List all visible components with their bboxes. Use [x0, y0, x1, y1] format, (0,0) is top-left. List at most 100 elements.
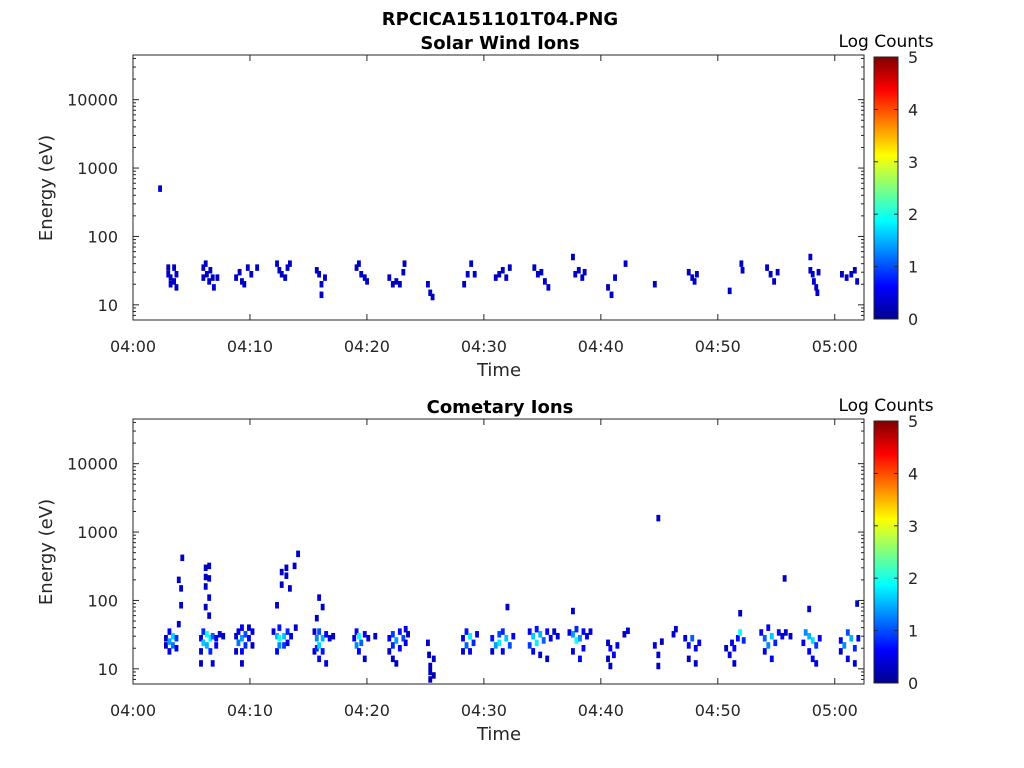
heatmap-cell: [462, 280, 467, 288]
heatmap-cell: [243, 631, 248, 638]
heatmap-cell: [511, 632, 516, 640]
heatmap-cell: [814, 284, 819, 291]
heatmap-cell: [500, 648, 505, 655]
x-tick-label: 04:30: [461, 337, 507, 356]
heatmap-cell: [428, 662, 433, 670]
heatmap-cell: [237, 268, 242, 276]
heatmap-cell: [204, 271, 209, 278]
heatmap-cell: [811, 278, 816, 285]
heatmap-cell: [207, 612, 212, 619]
heatmap-cell: [199, 635, 203, 642]
heatmap-cell: [814, 660, 819, 667]
heatmap-cell: [279, 271, 284, 278]
heatmap-cell: [545, 628, 550, 635]
heatmap-cell: [394, 660, 399, 667]
heatmap-cell: [312, 628, 317, 635]
heatmap-cell: [236, 639, 241, 647]
heatmap-cell: [686, 268, 691, 276]
heatmap-cell: [406, 631, 410, 638]
heatmap-cell: [430, 293, 435, 301]
heatmap-cell: [849, 635, 854, 642]
heatmap-cell: [527, 628, 532, 635]
heatmap-cell: [694, 271, 699, 278]
heatmap-cell: [320, 635, 325, 642]
heatmap-cell: [163, 635, 168, 642]
heatmap-cell: [656, 662, 661, 670]
heatmap-cell: [852, 644, 857, 652]
heatmap-cell: [320, 648, 325, 655]
heatmap-cell: [387, 648, 392, 655]
heatmap-cell: [431, 672, 436, 679]
heatmap-cell: [201, 639, 206, 647]
heatmap-cell: [739, 260, 744, 267]
heatmap-cell: [803, 629, 808, 636]
heatmap-cell: [693, 660, 698, 667]
heatmap-cell: [855, 600, 860, 607]
heatmap-cell: [807, 648, 812, 655]
heatmap-cell: [282, 632, 286, 640]
heatmap-cells: [163, 514, 861, 683]
heatmap-cell: [207, 575, 212, 582]
x-tick-label: 04:00: [110, 701, 156, 720]
heatmap-cell: [284, 572, 289, 579]
y-axis-label: Energy (eV): [36, 499, 57, 605]
heatmap-cell: [738, 609, 743, 617]
heatmap-cell: [686, 655, 691, 663]
heatmap-cell: [317, 655, 322, 663]
heatmap-cell: [581, 628, 586, 635]
heatmap-cell: [842, 642, 847, 649]
colorbar-tick-label: 0: [908, 674, 918, 693]
heatmap-cell: [282, 642, 286, 649]
y-axis-ticks: 10 100 1000 10000: [67, 421, 864, 685]
heatmap-cell: [690, 635, 695, 642]
heatmap-cell: [475, 631, 479, 638]
heatmap-cell: [166, 264, 171, 271]
heatmap-cell: [735, 635, 740, 642]
heatmap-cell: [625, 627, 630, 635]
heatmap-cell: [373, 632, 378, 640]
heatmap-cell: [615, 642, 620, 649]
heatmap-cell: [788, 632, 793, 640]
heatmap-cell: [277, 635, 282, 642]
heatmap-cell: [852, 660, 857, 667]
heatmap-cell: [855, 278, 860, 285]
x-tick-label: 04:50: [695, 701, 741, 720]
heatmap-cells: [158, 185, 860, 301]
plot-frame: [132, 54, 865, 321]
heatmap-cell: [507, 264, 512, 271]
panel-title: Cometary Ions: [427, 397, 574, 418]
heatmap-cell: [542, 278, 547, 285]
heatmap-cell: [588, 628, 593, 635]
heatmap-cell: [541, 637, 546, 644]
heatmap-cell: [469, 260, 474, 267]
heatmap-cell: [606, 655, 610, 663]
heatmap-cell: [762, 648, 767, 655]
heatmap-cell: [180, 554, 185, 562]
heatmap-cell: [671, 631, 676, 638]
heatmap-cell: [545, 655, 550, 663]
heatmap-cell: [611, 651, 616, 659]
heatmap-cell: [425, 280, 430, 288]
heatmap-cell: [240, 635, 244, 642]
heatmap-cell: [217, 631, 222, 638]
heatmap-cell: [163, 642, 168, 649]
heatmap-cell: [762, 635, 767, 642]
heatmap-cell: [504, 274, 509, 281]
y-tick-label: 100: [87, 591, 118, 610]
heatmap-cell: [236, 628, 241, 635]
heatmap-cell: [692, 278, 697, 285]
heatmap-cell: [727, 287, 732, 295]
heatmap-cell: [240, 624, 244, 631]
heatmap-cell: [608, 662, 613, 670]
heatmap-cell: [314, 644, 319, 652]
heatmap-cell: [552, 628, 557, 635]
heatmap-cell: [535, 271, 540, 278]
heatmap-cell: [201, 628, 206, 635]
heatmap-cell: [354, 264, 359, 271]
heatmap-cell: [166, 271, 171, 278]
heatmap-cell: [324, 631, 329, 638]
heatmap-cell: [331, 632, 336, 640]
heatmap-cell: [690, 274, 695, 281]
heatmap-cell: [838, 637, 843, 644]
heatmap-cell: [317, 271, 322, 278]
